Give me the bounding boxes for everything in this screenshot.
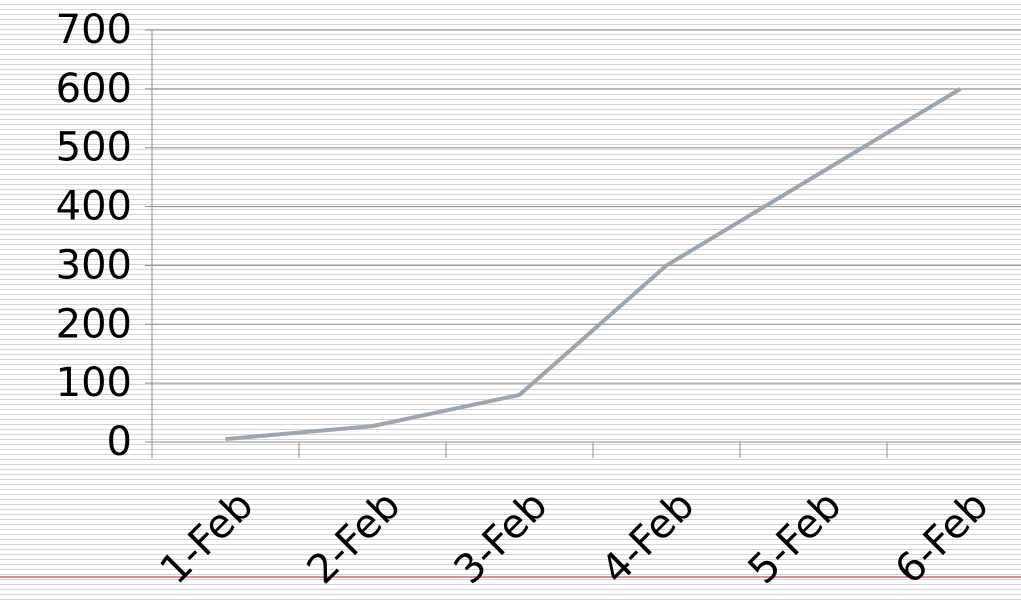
y-tick-label: 100 xyxy=(56,360,132,406)
y-tick-label: 0 xyxy=(107,419,132,465)
y-tick-label: 600 xyxy=(56,66,132,112)
y-tick-label: 200 xyxy=(56,301,132,347)
y-tick-label: 400 xyxy=(56,184,132,230)
y-tick-label: 300 xyxy=(56,242,132,288)
line-series xyxy=(225,87,962,442)
y-tick-label: 700 xyxy=(56,7,132,53)
y-tick-label: 500 xyxy=(56,125,132,171)
